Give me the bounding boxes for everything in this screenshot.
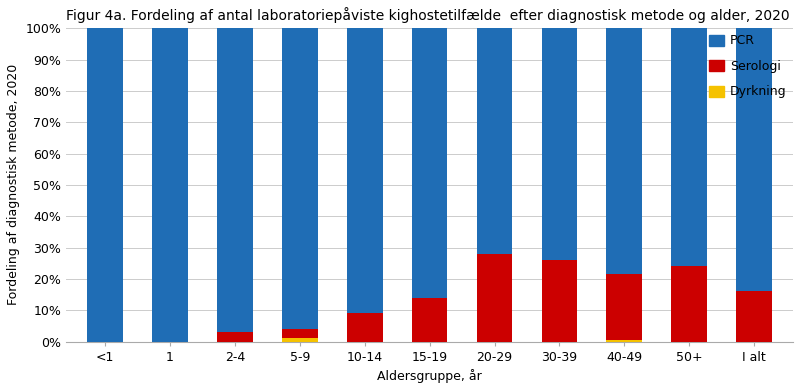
Bar [217, 28, 253, 332]
Bar [152, 28, 188, 342]
Bar [282, 329, 318, 339]
Bar [347, 313, 382, 342]
Bar [477, 28, 512, 254]
Bar [736, 291, 772, 342]
Bar [87, 28, 123, 342]
Bar [606, 340, 642, 342]
Bar [671, 266, 707, 342]
Bar [282, 28, 318, 329]
Legend: PCR, Serologi, Dyrkning: PCR, Serologi, Dyrkning [709, 34, 787, 99]
Bar [542, 28, 578, 260]
Bar [217, 332, 253, 342]
Bar [606, 274, 642, 340]
X-axis label: Aldersgruppe, år: Aldersgruppe, år [378, 369, 482, 383]
Bar [347, 28, 382, 313]
Text: Figur 4a. Fordeling af antal laboratoriepåviste kighostetilfælde  efter diagnost: Figur 4a. Fordeling af antal laboratorie… [66, 7, 790, 23]
Bar [477, 254, 512, 342]
Bar [736, 28, 772, 291]
Bar [671, 28, 707, 266]
Bar [606, 27, 642, 274]
Bar [542, 260, 578, 342]
Bar [412, 298, 447, 342]
Bar [282, 339, 318, 342]
Y-axis label: Fordeling af diagnostisk metode, 2020: Fordeling af diagnostisk metode, 2020 [7, 64, 20, 305]
Bar [412, 28, 447, 298]
